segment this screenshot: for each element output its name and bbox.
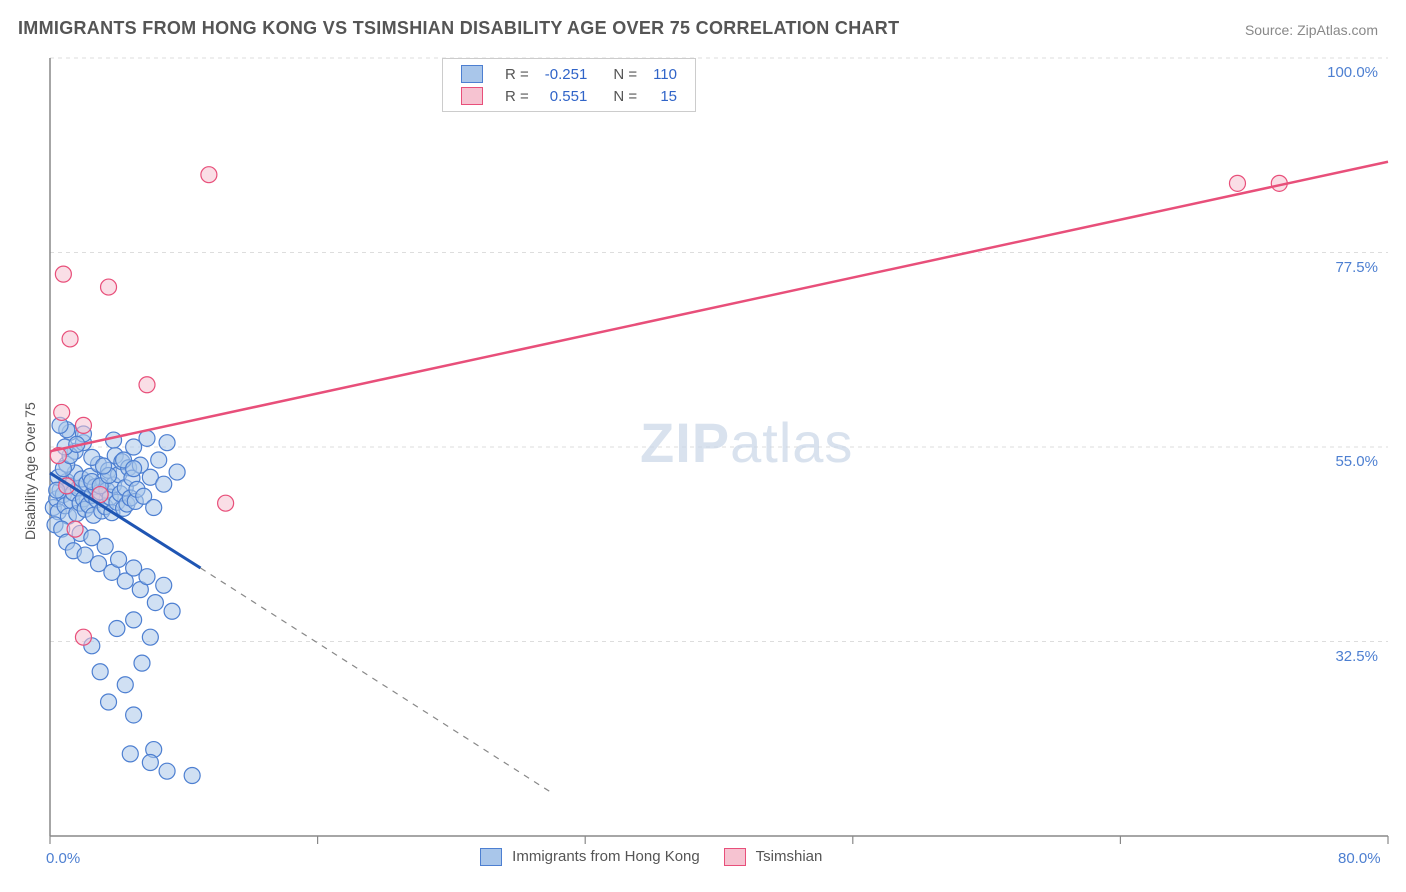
series2-marker	[54, 404, 70, 420]
series1-marker	[126, 707, 142, 723]
series1-marker	[156, 476, 172, 492]
series-legend-label: Tsimshian	[756, 848, 823, 865]
series1-marker	[126, 612, 142, 628]
legend-table: R =-0.251N =110R =0.551N =15	[453, 63, 685, 107]
series1-marker	[122, 746, 138, 762]
series2-marker	[1229, 175, 1245, 191]
series1-marker	[117, 677, 133, 693]
series1-marker	[139, 569, 155, 585]
series1-marker	[169, 464, 185, 480]
series-legend: Immigrants from Hong Kong Tsimshian	[480, 848, 822, 866]
legend-n-value: 110	[645, 63, 685, 85]
y-tick-label: 77.5%	[1318, 259, 1378, 276]
legend-row: R =-0.251N =110	[453, 63, 685, 85]
legend-r-value: -0.251	[537, 63, 596, 85]
series2-marker	[75, 629, 91, 645]
series-legend-item: Tsimshian	[724, 848, 823, 866]
series2-marker	[55, 266, 71, 282]
legend-n-value: 15	[645, 85, 685, 107]
y-tick-label: 55.0%	[1318, 453, 1378, 470]
y-axis-label: Disability Age Over 75	[22, 402, 38, 540]
correlation-legend: R =-0.251N =110R =0.551N =15	[442, 58, 696, 112]
series-legend-item: Immigrants from Hong Kong	[480, 848, 700, 866]
series2-points	[50, 167, 1287, 645]
series1-points	[45, 417, 200, 783]
legend-row: R =0.551N =15	[453, 85, 685, 107]
series1-marker	[101, 694, 117, 710]
series1-marker	[184, 767, 200, 783]
trendline-series2	[50, 162, 1388, 452]
series1-marker	[164, 603, 180, 619]
legend-n-label: N =	[595, 85, 645, 107]
x-max-label: 80.0%	[1338, 850, 1381, 867]
legend-r-label: R =	[497, 63, 537, 85]
correlation-scatter-chart	[0, 0, 1406, 892]
series1-marker	[159, 763, 175, 779]
series2-marker	[101, 279, 117, 295]
legend-r-value: 0.551	[537, 85, 596, 107]
series1-marker	[146, 500, 162, 516]
series1-marker	[111, 551, 127, 567]
series2-marker	[62, 331, 78, 347]
series-legend-label: Immigrants from Hong Kong	[512, 848, 700, 865]
series2-marker	[75, 417, 91, 433]
series1-marker	[151, 452, 167, 468]
y-tick-label: 100.0%	[1318, 64, 1378, 81]
series1-marker	[106, 432, 122, 448]
series1-marker	[142, 629, 158, 645]
series2-marker	[201, 167, 217, 183]
series1-marker	[156, 577, 172, 593]
series2-marker	[139, 377, 155, 393]
legend-swatch	[724, 848, 746, 866]
legend-r-label: R =	[497, 85, 537, 107]
series1-marker	[159, 435, 175, 451]
series1-marker	[126, 461, 142, 477]
series1-marker	[142, 755, 158, 771]
series2-marker	[218, 495, 234, 511]
legend-swatch	[480, 848, 502, 866]
series2-marker	[67, 521, 83, 537]
legend-swatch	[461, 65, 483, 83]
series1-marker	[97, 538, 113, 554]
series1-marker	[147, 595, 163, 611]
x-origin-label: 0.0%	[46, 850, 80, 867]
trendline-series1-dash	[201, 568, 552, 793]
series1-marker	[92, 664, 108, 680]
y-tick-label: 32.5%	[1318, 648, 1378, 665]
legend-n-label: N =	[595, 63, 645, 85]
series1-marker	[109, 621, 125, 637]
legend-swatch	[461, 87, 483, 105]
series1-marker	[96, 458, 112, 474]
series1-marker	[134, 655, 150, 671]
